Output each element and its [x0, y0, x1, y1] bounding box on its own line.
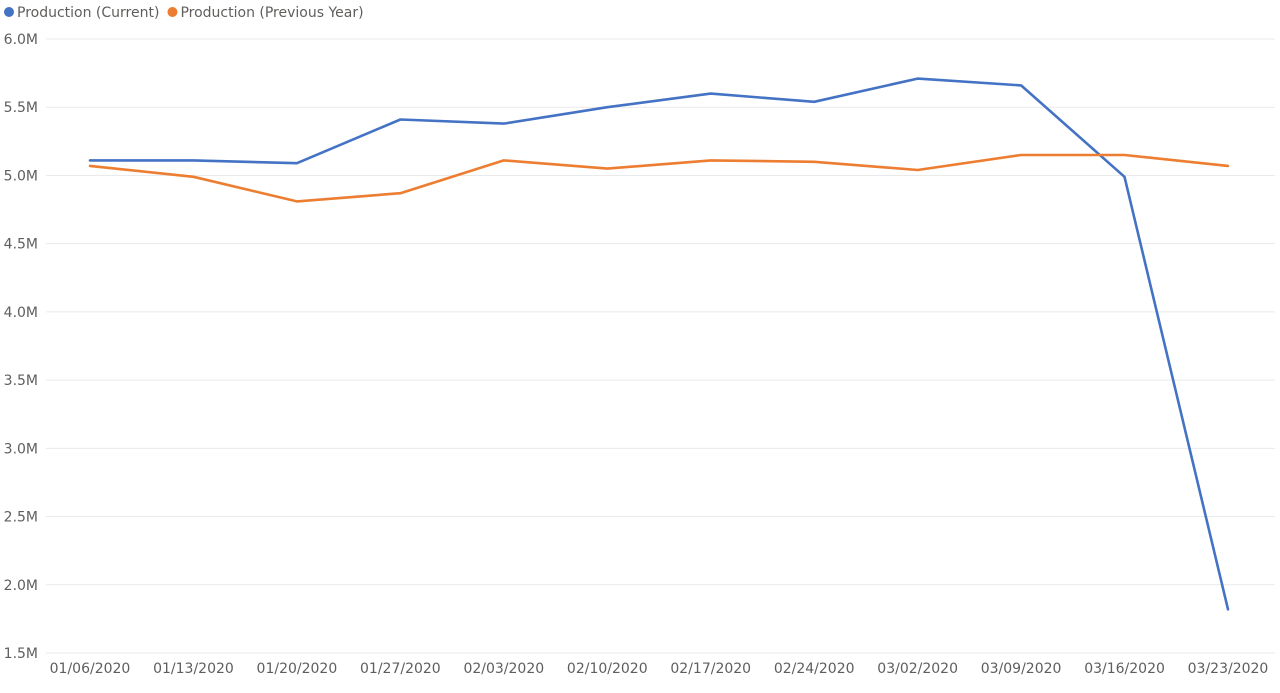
- y-tick-label: 1.5M: [4, 646, 38, 662]
- x-tick-label: 03/02/2020: [877, 661, 958, 677]
- x-tick-label: 02/03/2020: [463, 661, 544, 677]
- legend-label: Production (Current): [17, 5, 159, 21]
- y-tick-label: 4.5M: [4, 237, 38, 253]
- legend-item-previous-year[interactable]: Production (Previous Year): [167, 5, 364, 21]
- legend: Production (Current) Production (Previous…: [4, 5, 364, 21]
- x-tick-label: 02/24/2020: [774, 661, 855, 677]
- y-tick-label: 2.0M: [4, 578, 38, 594]
- legend-item-current[interactable]: Production (Current): [4, 5, 159, 21]
- series-line-current: [88, 77, 1230, 611]
- legend-marker: [167, 7, 178, 17]
- y-axis: 6.0M 5.5M 5.0M 4.5M 4.0M 3.5M 3.0M 2.5M 2.0M 1.5M: [4, 32, 38, 662]
- x-tick-label: 01/27/2020: [360, 661, 441, 677]
- x-tick-label: 03/16/2020: [1084, 661, 1165, 677]
- x-tick-label: 02/17/2020: [670, 661, 751, 677]
- x-tick-label: 01/13/2020: [153, 661, 234, 677]
- y-tick-label: 6.0M: [4, 32, 38, 48]
- y-tick-label: 5.5M: [4, 100, 38, 116]
- y-tick-label: 2.5M: [4, 510, 38, 526]
- x-tick-label: 01/20/2020: [257, 661, 338, 677]
- y-tick-label: 3.5M: [4, 373, 38, 389]
- x-tick-label: 02/10/2020: [567, 661, 648, 677]
- y-tick-label: 3.0M: [4, 441, 38, 457]
- x-tick-label: 01/06/2020: [50, 661, 131, 677]
- x-axis: 01/06/2020 01/13/2020 01/20/2020 01/27/2020…: [50, 661, 1269, 677]
- y-tick-label: 4.0M: [4, 305, 38, 321]
- x-tick-label: 03/23/2020: [1188, 661, 1269, 677]
- gridlines: [46, 38, 1275, 654]
- x-tick-label: 03/09/2020: [981, 661, 1062, 677]
- series-line-previous-year: [88, 153, 1230, 203]
- legend-label: Production (Previous Year): [180, 5, 363, 21]
- legend-marker: [4, 7, 14, 17]
- y-tick-label: 5.0M: [4, 168, 38, 184]
- series-group: [88, 77, 1230, 611]
